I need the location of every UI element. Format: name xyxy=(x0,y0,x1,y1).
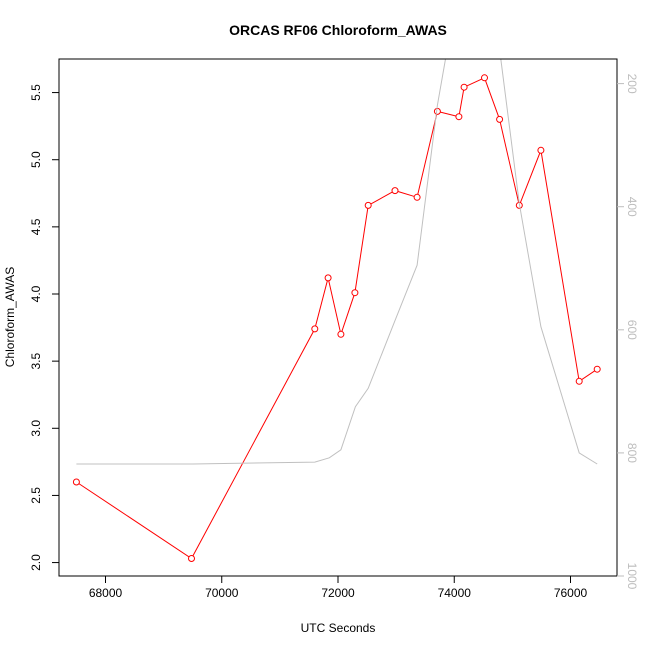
plot-frame xyxy=(58,58,618,577)
data-point xyxy=(575,377,583,385)
data-point xyxy=(460,83,468,91)
y2-tick-label: 400 xyxy=(625,197,639,217)
y2-tick-label: 600 xyxy=(625,320,639,340)
data-point xyxy=(188,555,195,562)
data-point xyxy=(593,365,601,373)
data-point xyxy=(413,193,421,201)
data-point xyxy=(455,113,463,121)
data-point xyxy=(324,274,332,282)
data-point xyxy=(311,325,319,333)
y2-axis: 200 400 600 800 1000 xyxy=(617,74,639,590)
y-tick-label: 4.5 xyxy=(29,218,43,235)
chart-title: ORCAS RF06 Chloroform_AWAS xyxy=(229,22,447,38)
y-tick-label: 3.5 xyxy=(29,352,43,369)
data-point xyxy=(496,115,504,123)
y-tick-label: 4.0 xyxy=(29,285,43,302)
y2-tick-label: 200 xyxy=(625,74,639,94)
x-tick-label: 70000 xyxy=(205,586,239,600)
y-axis-label: Chloroform_AWAS xyxy=(3,267,17,367)
y-axis: 2.0 2.5 3.0 3.5 4.0 4.5 5.0 5.5 xyxy=(29,84,59,571)
y2-tick-label: 800 xyxy=(625,443,639,463)
data-point xyxy=(337,330,345,338)
y2-tick-label: 1000 xyxy=(625,563,639,590)
y-tick-label: 5.0 xyxy=(29,151,43,168)
x-axis: 68000 70000 72000 74000 76000 xyxy=(89,576,588,600)
y-tick-label: 2.0 xyxy=(29,554,43,571)
y-tick-label: 5.5 xyxy=(29,84,43,101)
series-layer xyxy=(72,59,601,562)
data-point xyxy=(391,187,399,195)
data-point xyxy=(364,201,372,209)
data-point xyxy=(351,289,359,297)
x-tick-label: 68000 xyxy=(89,586,123,600)
y-tick-label: 2.5 xyxy=(29,487,43,504)
data-point xyxy=(433,107,441,115)
data-point xyxy=(72,478,80,486)
x-tick-label: 76000 xyxy=(554,586,588,600)
series-line-0 xyxy=(76,77,598,560)
x-tick-label: 74000 xyxy=(438,586,472,600)
y-tick-label: 3.0 xyxy=(29,420,43,437)
x-tick-label: 72000 xyxy=(321,586,355,600)
data-point xyxy=(481,74,488,82)
series-line-1 xyxy=(76,59,598,465)
x-axis-label: UTC Seconds xyxy=(301,621,376,635)
data-point xyxy=(537,146,545,154)
